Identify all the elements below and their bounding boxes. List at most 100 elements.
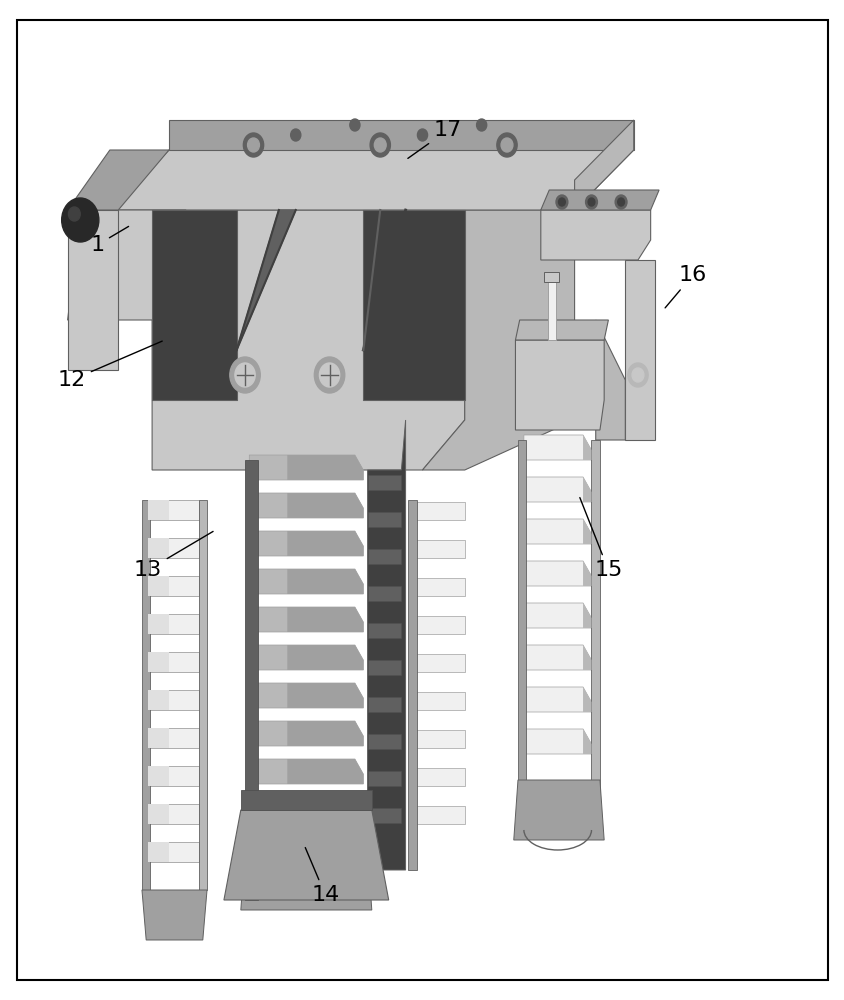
Polygon shape <box>148 500 169 520</box>
Polygon shape <box>363 210 464 400</box>
Polygon shape <box>287 493 363 518</box>
Polygon shape <box>249 607 363 632</box>
Polygon shape <box>287 759 363 784</box>
Polygon shape <box>249 759 363 784</box>
Polygon shape <box>241 850 371 910</box>
Polygon shape <box>287 683 363 708</box>
Polygon shape <box>367 420 405 870</box>
Circle shape <box>585 195 597 209</box>
Polygon shape <box>368 512 400 527</box>
Polygon shape <box>287 569 363 594</box>
Polygon shape <box>287 455 363 480</box>
Polygon shape <box>574 120 633 210</box>
Polygon shape <box>368 549 400 564</box>
Polygon shape <box>414 616 464 634</box>
Polygon shape <box>148 500 198 520</box>
Polygon shape <box>523 729 591 754</box>
Circle shape <box>496 133 517 157</box>
Polygon shape <box>148 690 169 710</box>
Polygon shape <box>224 810 388 900</box>
Polygon shape <box>148 842 198 862</box>
Polygon shape <box>148 538 169 558</box>
Polygon shape <box>414 730 464 748</box>
Polygon shape <box>368 808 400 823</box>
Polygon shape <box>152 210 464 470</box>
Polygon shape <box>591 440 599 800</box>
Polygon shape <box>547 280 555 340</box>
Polygon shape <box>148 652 169 672</box>
Circle shape <box>230 357 260 393</box>
Polygon shape <box>523 519 591 544</box>
Polygon shape <box>368 697 400 712</box>
Polygon shape <box>241 790 371 810</box>
Polygon shape <box>414 806 464 824</box>
Polygon shape <box>515 320 608 340</box>
Polygon shape <box>523 645 591 670</box>
Polygon shape <box>368 586 400 601</box>
Polygon shape <box>368 771 400 786</box>
Polygon shape <box>540 210 650 260</box>
Circle shape <box>349 119 360 131</box>
Polygon shape <box>287 531 363 556</box>
Polygon shape <box>148 576 198 596</box>
Polygon shape <box>523 561 591 586</box>
Circle shape <box>370 133 390 157</box>
Polygon shape <box>523 603 591 628</box>
Text: 17: 17 <box>408 120 462 158</box>
Polygon shape <box>582 603 591 628</box>
Polygon shape <box>148 576 169 596</box>
Circle shape <box>500 138 512 152</box>
Polygon shape <box>169 120 633 150</box>
Polygon shape <box>540 190 658 210</box>
Polygon shape <box>148 804 169 824</box>
Polygon shape <box>513 780 603 840</box>
Circle shape <box>627 363 647 387</box>
Polygon shape <box>249 531 363 556</box>
Polygon shape <box>148 614 169 634</box>
Polygon shape <box>142 500 150 890</box>
Circle shape <box>614 195 626 209</box>
Polygon shape <box>544 272 559 282</box>
Polygon shape <box>582 729 591 754</box>
Polygon shape <box>523 687 591 712</box>
Polygon shape <box>287 797 363 822</box>
Text: 16: 16 <box>664 265 706 308</box>
Text: 12: 12 <box>57 341 162 390</box>
Polygon shape <box>368 734 400 749</box>
Polygon shape <box>414 578 464 596</box>
Polygon shape <box>148 728 198 748</box>
Polygon shape <box>287 607 363 632</box>
Text: 13: 13 <box>133 531 213 580</box>
Polygon shape <box>249 873 363 898</box>
Circle shape <box>319 363 339 387</box>
Polygon shape <box>515 340 603 430</box>
Polygon shape <box>287 873 363 898</box>
Polygon shape <box>517 440 526 800</box>
Polygon shape <box>68 150 169 210</box>
Circle shape <box>290 129 300 141</box>
Polygon shape <box>582 435 591 460</box>
Polygon shape <box>236 210 295 350</box>
Circle shape <box>476 119 486 131</box>
Polygon shape <box>523 435 591 460</box>
Polygon shape <box>582 645 591 670</box>
Polygon shape <box>582 687 591 712</box>
Polygon shape <box>414 502 464 520</box>
Text: 14: 14 <box>305 848 339 905</box>
Polygon shape <box>414 692 464 710</box>
Polygon shape <box>249 721 363 746</box>
Circle shape <box>62 198 99 242</box>
Polygon shape <box>582 519 591 544</box>
Circle shape <box>247 138 259 152</box>
Polygon shape <box>198 500 207 890</box>
Polygon shape <box>249 835 363 860</box>
Polygon shape <box>249 683 363 708</box>
Polygon shape <box>152 210 236 400</box>
Polygon shape <box>148 614 198 634</box>
Polygon shape <box>68 210 186 320</box>
Circle shape <box>587 198 594 206</box>
Polygon shape <box>148 766 198 786</box>
Polygon shape <box>582 477 591 502</box>
Circle shape <box>631 368 643 382</box>
Circle shape <box>417 129 427 141</box>
